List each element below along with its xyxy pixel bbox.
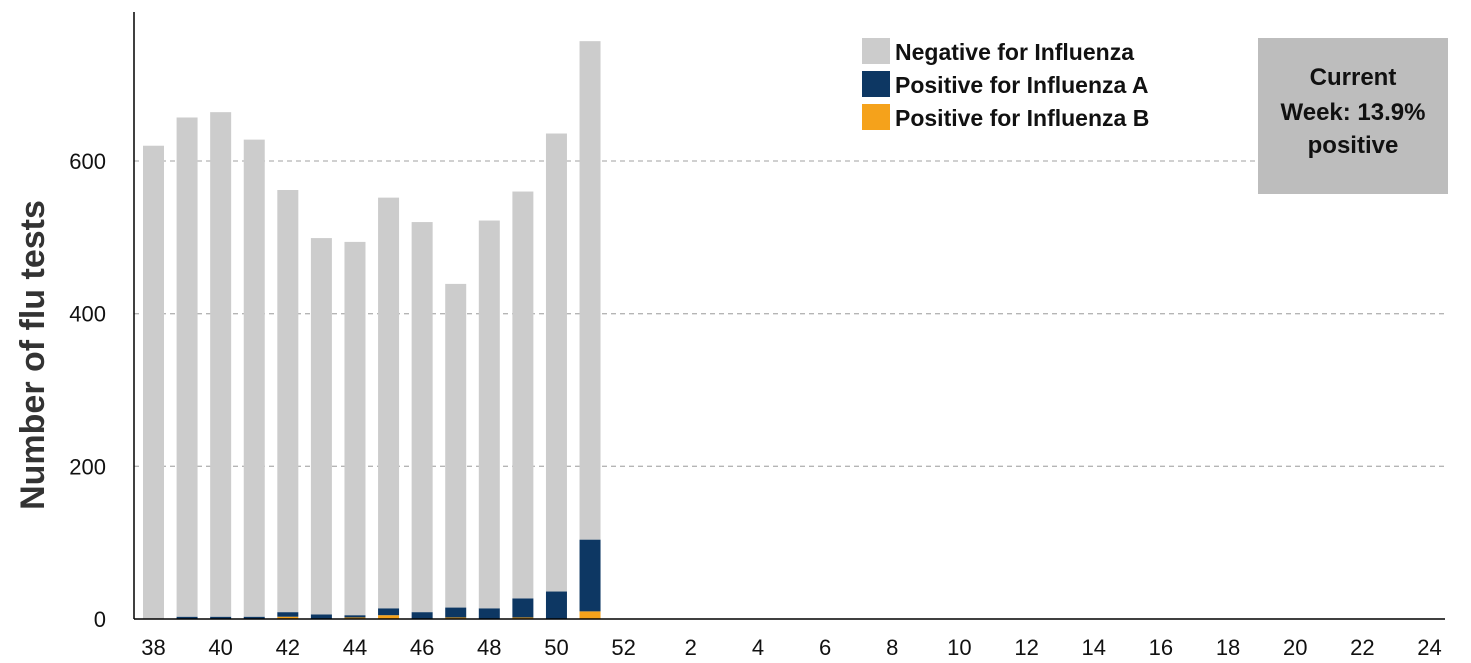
bar-segment-negative-for-influenza [143,145,164,619]
x-tick-label: 40 [208,635,232,660]
x-tick-label: 12 [1014,635,1038,660]
bar-segment-positive-for-influenza-a [445,607,467,618]
bar-segment-positive-for-influenza-a [210,616,232,619]
y-tick-label: 400 [69,302,106,327]
bar-segment-negative-for-influenza [378,197,400,609]
y-tick-label: 200 [69,454,106,479]
legend-label: Positive for Influenza A [895,72,1148,98]
bar-segment-positive-for-influenza-a [310,614,332,619]
bar-segment-negative-for-influenza [243,139,265,617]
axes [133,12,1445,620]
y-tick-label: 0 [94,607,106,632]
legend: Negative for Influenza Positive for Influ… [862,38,1149,131]
legend-swatch [862,104,890,130]
bar-segment-positive-for-influenza-a [545,591,567,619]
bar-segment-positive-for-influenza-a [277,612,299,617]
x-tick-label: 8 [886,635,898,660]
x-tick-label: 44 [343,635,367,660]
x-tick-label: 42 [276,635,300,660]
annotation-line-2: Week: 13.9% [1281,99,1426,126]
legend-label: Positive for Influenza B [895,105,1149,131]
bar-segment-positive-for-influenza-a [478,608,500,619]
bar-segment-positive-for-influenza-a [512,598,534,618]
bar-segment-negative-for-influenza [277,190,299,613]
bar-segment-positive-for-influenza-a [176,616,198,619]
bar-segment-negative-for-influenza [310,238,332,615]
bar-segment-negative-for-influenza [411,222,433,613]
x-tick-label: 50 [544,635,568,660]
x-tick-label: 52 [611,635,635,660]
bar-segment-positive-for-influenza-a [243,616,265,619]
x-tick-label: 4 [752,635,764,660]
bar-segment-negative-for-influenza [445,283,467,608]
x-tick-label: 38 [141,635,165,660]
bar-segment-negative-for-influenza [176,117,198,617]
x-tick-label: 46 [410,635,434,660]
bar-segment-positive-for-influenza-b [579,611,601,619]
bar-segment-positive-for-influenza-b [277,616,299,619]
x-tick-label: 6 [819,635,831,660]
bar-segment-negative-for-influenza [512,191,534,599]
bar-segment-negative-for-influenza [210,112,232,617]
x-tick-label: 20 [1283,635,1307,660]
x-tick-label: 48 [477,635,501,660]
annotation-line-1: Current [1310,64,1397,91]
x-tick-label: 16 [1149,635,1173,660]
x-tick-label: 14 [1081,635,1105,660]
legend-swatch [862,38,890,64]
bar-segment-positive-for-influenza-a [344,615,366,618]
x-tick-labels: 38 40 42 44 46 48 50 52 2 4 6 8 10 12 14 16 18 20 22 24 [141,635,1442,660]
bars [143,41,601,619]
x-tick-label: 2 [685,635,697,660]
legend-label: Negative for Influenza [895,39,1134,65]
y-axis-label: Number of flu tests [14,200,52,510]
bar-segment-negative-for-influenza [579,41,601,540]
x-tick-label: 22 [1350,635,1374,660]
legend-swatch [862,71,890,97]
x-tick-label: 10 [947,635,971,660]
bar-segment-positive-for-influenza-a [579,539,601,612]
bar-segment-positive-for-influenza-b [378,615,400,619]
x-tick-label: 18 [1216,635,1240,660]
bar-segment-positive-for-influenza-b [512,617,534,619]
bar-segment-positive-for-influenza-b [344,617,366,619]
bar-segment-positive-for-influenza-b [445,617,467,619]
bar-segment-positive-for-influenza-a [378,608,400,616]
current-week-annotation: Current Week: 13.9% positive [1258,38,1448,194]
annotation-line-3: positive [1308,132,1399,159]
bar-segment-negative-for-influenza [545,133,567,592]
bar-segment-negative-for-influenza [478,220,500,609]
bar-segment-positive-for-influenza-a [411,612,433,619]
annotation-box [1258,38,1448,194]
bar-segment-negative-for-influenza [344,241,366,616]
y-tick-labels: 0 200 400 600 [69,149,106,632]
y-tick-label: 600 [69,149,106,174]
x-tick-label: 24 [1417,635,1441,660]
